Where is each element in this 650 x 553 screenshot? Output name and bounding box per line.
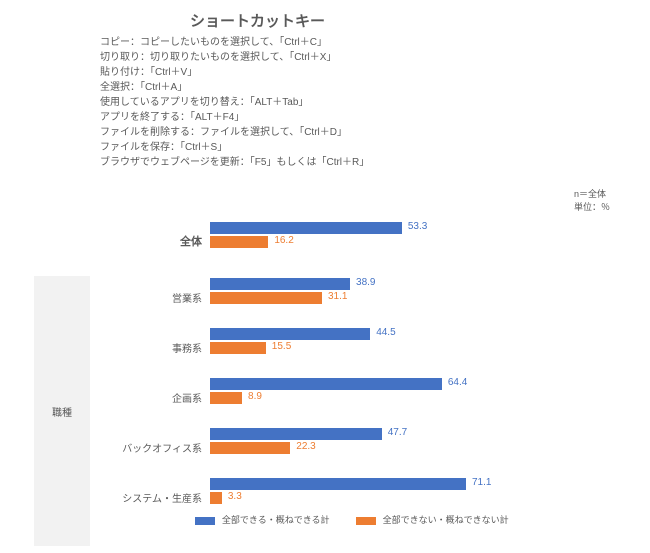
bar-fill <box>210 236 268 248</box>
chart-row: 営業系38.931.1 <box>90 272 614 322</box>
chart-row: 事務系 44.5 15.5 <box>90 322 614 372</box>
chart-rows: 全体53.316.2営業系38.931.1事務系44.515.5企画系64.48… <box>90 216 614 522</box>
shortcut-line: ファイルを削除する：ファイルを選択して、「Ctrl＋D」 <box>100 125 650 140</box>
bar-value: 8.9 <box>242 391 262 402</box>
bar-fill <box>210 328 370 340</box>
legend-label-2: 全部できない・概ねできない計 <box>383 515 509 525</box>
category-label: 事務系 <box>90 322 210 372</box>
chart-note: n＝全体 単位：％ <box>574 188 610 213</box>
bar-fill <box>210 392 242 404</box>
bar: 3.3 <box>210 492 570 504</box>
legend-item-1: 全部できる・概ねできる計 <box>195 513 329 526</box>
shortcut-line: ファイルを保存：「Ctrl＋S」 <box>100 140 650 155</box>
bar-value: 31.1 <box>322 291 347 302</box>
bar-fill <box>210 492 222 504</box>
bar: 22.3 <box>210 442 570 454</box>
bar: 31.1 <box>210 292 570 304</box>
bar: 53.3 <box>210 222 570 234</box>
bar-value: 38.9 <box>350 277 375 288</box>
bar-fill <box>210 428 382 440</box>
bar-value: 22.3 <box>290 441 315 452</box>
category-label: 企画系 <box>90 372 210 422</box>
bar: 8.9 <box>210 392 570 404</box>
legend: 全部できる・概ねできる計 全部できない・概ねできない計 <box>90 513 614 526</box>
side-group-label: 職種 <box>34 276 90 546</box>
legend-swatch-2 <box>356 517 376 525</box>
note-n: n＝全体 <box>574 188 610 201</box>
category-label: バックオフィス系 <box>90 422 210 472</box>
bar-group: 71.1 3.3 <box>210 478 570 506</box>
bar-value: 64.4 <box>442 377 467 388</box>
bar-value: 16.2 <box>268 235 293 246</box>
bar-value: 15.5 <box>266 341 291 352</box>
bar-group: 47.7 22.3 <box>210 428 570 456</box>
bar-fill <box>210 378 442 390</box>
bar-group: 38.931.1 <box>210 278 570 306</box>
bar-value: 44.5 <box>370 327 395 338</box>
shortcut-line: 切り取り：切り取りたいものを選択して、「Ctrl＋X」 <box>100 50 650 65</box>
shortcut-line: コピー：コピーしたいものを選択して、「Ctrl＋C」 <box>100 35 650 50</box>
bar: 71.1 <box>210 478 570 490</box>
bar: 15.5 <box>210 342 570 354</box>
bar-fill <box>210 478 466 490</box>
bar: 16.2 <box>210 236 570 248</box>
bar-group: 44.5 15.5 <box>210 328 570 356</box>
legend-label-1: 全部できる・概ねできる計 <box>222 515 330 525</box>
bar-value: 53.3 <box>402 221 427 232</box>
shortcut-line: 全選択：「Ctrl＋A」 <box>100 80 650 95</box>
category-label: 営業系 <box>90 272 210 322</box>
bar: 44.5 <box>210 328 570 340</box>
shortcut-line: アプリを終了する：「ALT＋F4」 <box>100 110 650 125</box>
chart-row: 企画系 64.4 8.9 <box>90 372 614 422</box>
shortcut-list: コピー：コピーしたいものを選択して、「Ctrl＋C」切り取り：切り取りたいものを… <box>0 35 650 170</box>
bar-value: 3.3 <box>222 491 242 502</box>
chart-row: バックオフィス系 47.7 22.3 <box>90 422 614 472</box>
bar-fill <box>210 222 402 234</box>
bar-group: 64.4 8.9 <box>210 378 570 406</box>
bar: 47.7 <box>210 428 570 440</box>
shortcut-line: 使用しているアプリを切り替え：「ALT＋Tab」 <box>100 95 650 110</box>
legend-item-2: 全部できない・概ねできない計 <box>356 513 509 526</box>
legend-swatch-1 <box>195 517 215 525</box>
chart-title: ショートカットキー <box>0 0 650 35</box>
bar: 38.9 <box>210 278 570 290</box>
bar-fill <box>210 442 290 454</box>
bar-value: 47.7 <box>382 427 407 438</box>
bar-fill <box>210 292 322 304</box>
chart-row: 全体 53.3 16.2 <box>90 216 614 266</box>
shortcut-line: ブラウザでウェブページを更新：「F5」もしくは「Ctrl＋R」 <box>100 155 650 170</box>
bar-fill <box>210 342 266 354</box>
bar-fill <box>210 278 350 290</box>
bar: 64.4 <box>210 378 570 390</box>
bar-value: 71.1 <box>466 477 491 488</box>
note-unit: 単位：％ <box>574 201 610 214</box>
shortcut-line: 貼り付け：「Ctrl＋V」 <box>100 65 650 80</box>
chart-area: 職種 全体53.316.2営業系38.931.1事務系44.515.5企画系64… <box>34 216 614 526</box>
bar-group: 53.3 16.2 <box>210 222 570 250</box>
category-label: 全体 <box>90 216 210 266</box>
